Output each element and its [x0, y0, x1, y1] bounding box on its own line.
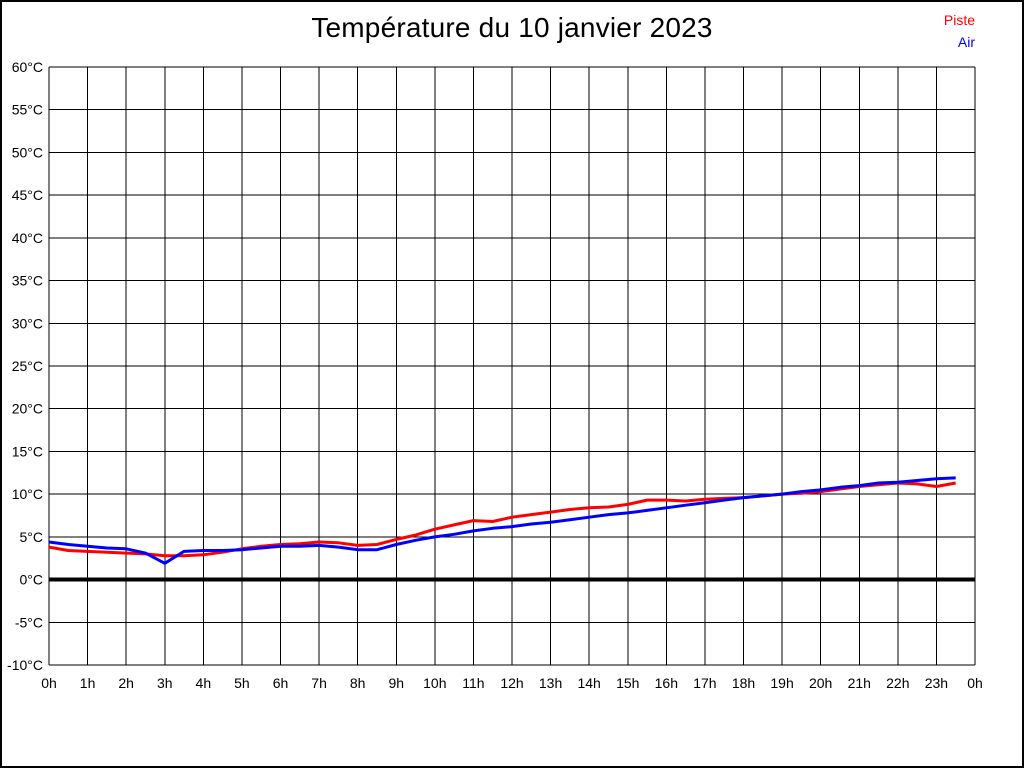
legend-item-piste: Piste [943, 12, 975, 28]
x-tick-label: 7h [311, 675, 327, 691]
x-tick-label: 19h [770, 675, 793, 691]
x-tick-label: 3h [157, 675, 173, 691]
x-tick-label: 18h [732, 675, 755, 691]
x-tick-label: 0h [967, 675, 983, 691]
x-tick-label: 11h [462, 675, 484, 691]
x-tick-label: 16h [655, 675, 678, 691]
x-tick-label: 17h [693, 675, 716, 691]
y-tick-label: 45°C [12, 187, 43, 203]
x-tick-label: 10h [423, 675, 446, 691]
y-tick-label: 15°C [12, 443, 43, 459]
x-tick-label: 14h [577, 675, 600, 691]
x-tick-label: 12h [500, 675, 523, 691]
y-tick-label: 0°C [20, 572, 44, 588]
y-tick-label: 20°C [12, 401, 43, 417]
y-tick-label: 10°C [12, 486, 43, 502]
y-tick-label: 55°C [12, 102, 43, 118]
x-tick-label: 1h [80, 675, 96, 691]
y-tick-label: 60°C [12, 59, 43, 75]
x-tick-label: 8h [350, 675, 366, 691]
x-tick-label: 23h [925, 675, 948, 691]
x-tick-label: 5h [234, 675, 250, 691]
x-tick-label: 6h [273, 675, 289, 691]
legend-item-air: Air [957, 34, 975, 50]
series-line-air [48, 476, 956, 565]
x-tick-label: 22h [886, 675, 909, 691]
x-tick-label: 0h [41, 675, 57, 691]
y-tick-label: 30°C [12, 315, 43, 331]
x-tick-label: 9h [388, 675, 404, 691]
x-tick-label: 15h [616, 675, 639, 691]
chart-title: Température du 10 janvier 2023 [311, 12, 713, 43]
series-line-piste [48, 481, 956, 558]
chart-legend: Piste Air [944, 9, 975, 53]
y-tick-label: 40°C [12, 230, 43, 246]
y-tick-label: 25°C [12, 358, 43, 374]
x-tick-label: 13h [539, 675, 562, 691]
y-tick-label: 5°C [20, 529, 44, 545]
y-tick-label: -10°C [7, 657, 43, 673]
y-tick-label: 50°C [12, 144, 43, 160]
x-tick-label: 4h [196, 675, 212, 691]
x-tick-label: 20h [809, 675, 832, 691]
y-tick-label: 35°C [12, 273, 43, 289]
y-tick-label: -5°C [15, 614, 43, 630]
x-tick-label: 2h [118, 675, 134, 691]
x-tick-label: 21h [848, 675, 871, 691]
